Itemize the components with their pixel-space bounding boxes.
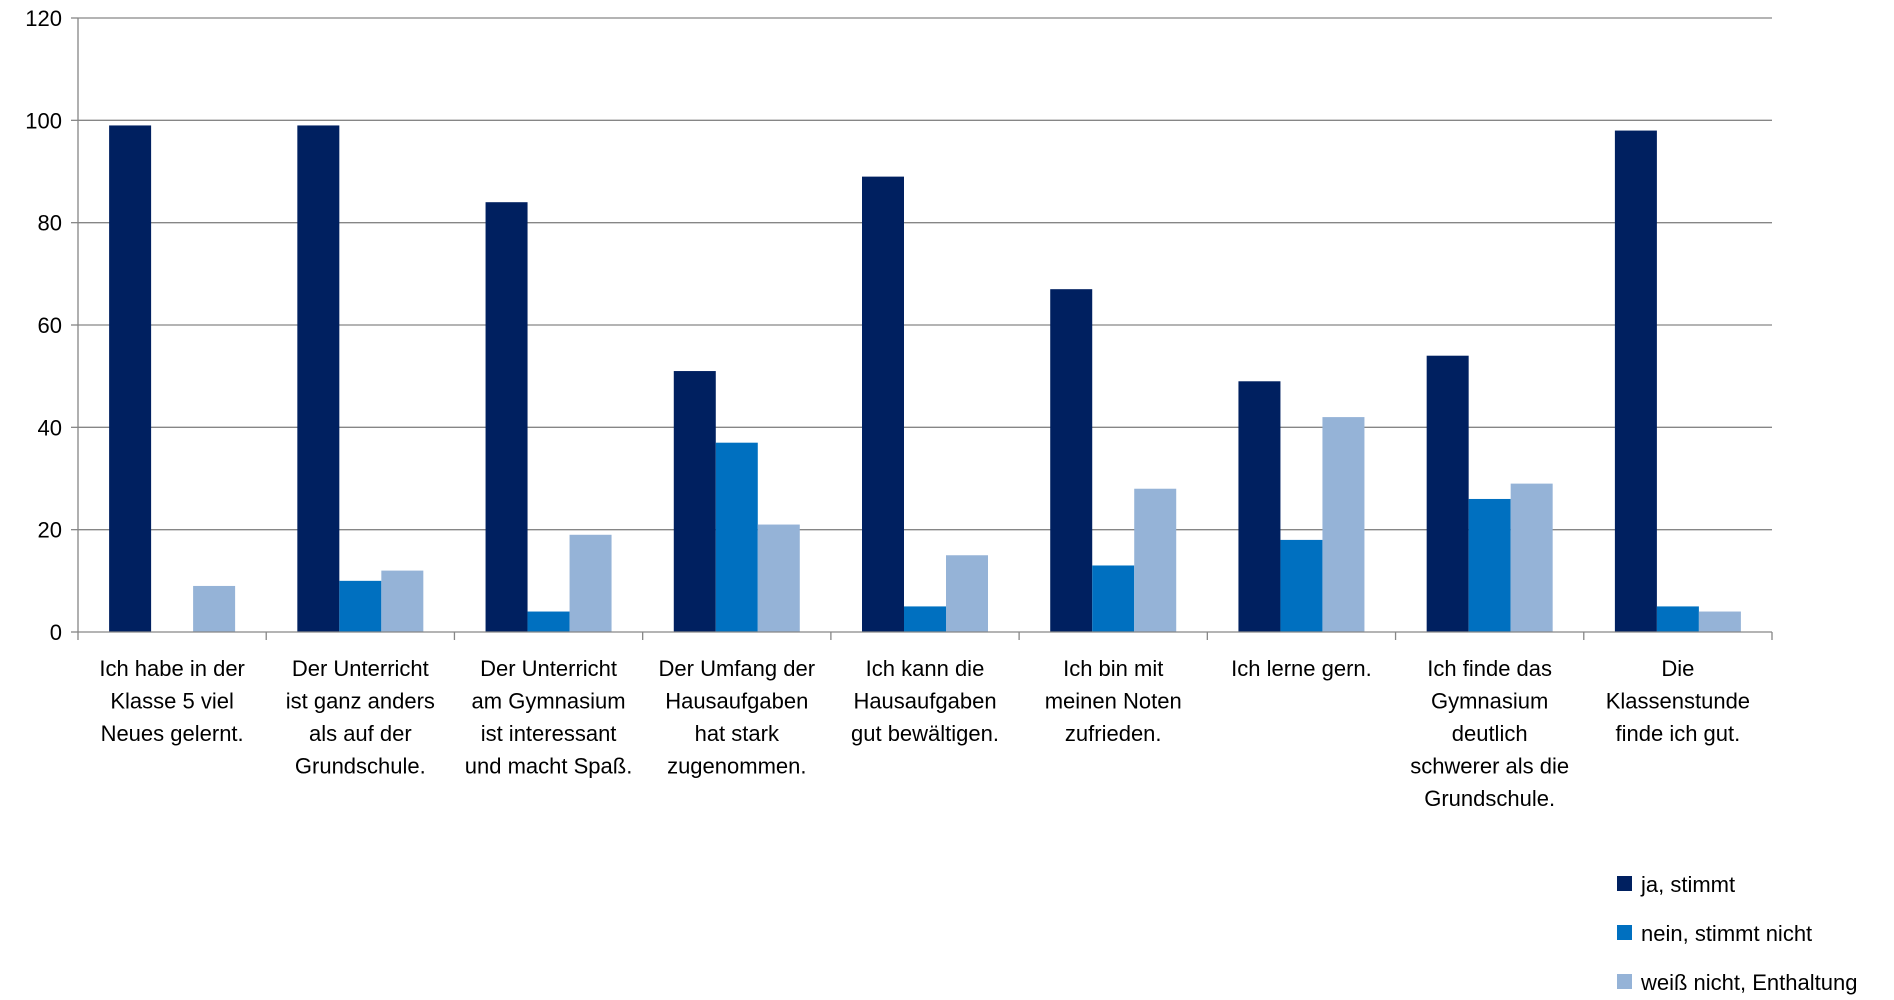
bar-nein-stimmt-nicht [1656,606,1699,632]
x-category-label-line: ist interessant [481,721,617,746]
bar-weiss-nicht-enthaltung [569,534,612,632]
x-category-label-line: Neues gelernt. [101,721,244,746]
x-category-label-line: Gymnasium [1431,689,1548,714]
legend-swatch [1617,974,1632,989]
y-tick-label: 80 [38,211,62,236]
bar-weiss-nicht-enthaltung [1322,417,1365,632]
bar-nein-stimmt-nicht [339,580,382,632]
x-category-label-line: Klassenstunde [1606,689,1750,714]
bar-ja-stimmt [1614,130,1657,633]
y-tick-label: 20 [38,518,62,543]
bar-ja-stimmt [1050,289,1093,632]
y-tick-label: 60 [38,313,62,338]
y-axis-tick-labels: 0 20 40 60 80 100 120 [25,6,62,645]
bar-weiss-nicht-enthaltung [757,524,800,632]
bar-weiss-nicht-enthaltung [1698,611,1741,632]
bars [109,125,1741,633]
x-category-label-line: als auf der [309,721,412,746]
x-category-label-line: Ich finde das [1427,656,1552,681]
axes [71,17,1773,640]
legend-label: ja, stimmt [1640,872,1735,897]
bar-weiss-nicht-enthaltung [946,555,988,632]
x-category-label-line: Grundschule. [295,754,426,779]
x-category-label: Die Klassenstunde finde ich gut. [1606,656,1750,746]
bar-ja-stimmt [1238,381,1281,632]
x-category-label-line: gut bewältigen. [851,721,999,746]
bar-weiss-nicht-enthaltung [1510,483,1553,632]
x-category-label-line: Der Unterricht [292,656,429,681]
bar-ja-stimmt [862,176,904,632]
x-category-label: Der Unterricht am Gymnasium ist interessan… [465,656,633,779]
x-category-label-line: meinen Noten [1045,689,1182,714]
legend-label: weiß nicht, Enthaltung [1640,970,1857,995]
bar-ja-stimmt [1426,355,1469,632]
x-category-label-line: Hausaufgaben [853,689,996,714]
x-category-label-line: Grundschule. [1424,786,1555,811]
x-category-label: Der Unterricht ist ganz anders als auf der… [286,656,435,779]
x-category-label-line: am Gymnasium [472,689,626,714]
bar-nein-stimmt-nicht [1468,498,1511,632]
legend-swatch [1617,876,1632,891]
x-category-label: Der Umfang der Hausaufgaben hat stark zugen… [659,656,816,779]
legend: ja, stimmt nein, stimmt nicht weiß nicht, … [1617,872,1857,995]
y-tick-label: 120 [25,6,62,31]
x-category-label-line: Klasse 5 viel [110,689,234,714]
x-category-label-line: Die [1661,656,1694,681]
bar-ja-stimmt [485,202,528,632]
x-category-label-line: Ich kann die [866,656,985,681]
x-category-label-line: zufrieden. [1065,721,1162,746]
x-category-label-line: Der Umfang der [659,656,816,681]
y-tick-label: 0 [50,620,62,645]
x-category-label-line: zugenommen. [667,754,806,779]
bar-nein-stimmt-nicht [715,442,758,632]
bar-ja-stimmt [109,125,152,632]
legend-label: nein, stimmt nicht [1641,921,1812,946]
x-category-label: Ich finde das Gymnasium deutlich schwerer a… [1410,656,1569,811]
x-category-label: Ich lerne gern. [1231,656,1372,681]
x-category-label-line: deutlich [1452,721,1528,746]
x-category-label-line: Ich habe in der [99,656,245,681]
y-tick-label: 40 [38,415,62,440]
x-category-label-line: Ich lerne gern. [1231,656,1372,681]
x-category-label-line: ist ganz anders [286,689,435,714]
x-category-label-line: Hausaufgaben [665,689,808,714]
bar-nein-stimmt-nicht [904,606,946,632]
bar-ja-stimmt [673,371,716,632]
bar-weiss-nicht-enthaltung [1134,488,1177,632]
x-category-label: Ich habe in der Klasse 5 viel Neues gelern… [99,656,245,746]
x-category-label-line: Der Unterricht [480,656,617,681]
x-category-label-line: finde ich gut. [1616,721,1741,746]
x-category-label-line: Ich bin mit [1063,656,1163,681]
bar-nein-stimmt-nicht [1280,539,1323,632]
bar-nein-stimmt-nicht [527,611,570,632]
x-category-label-line: hat stark [695,721,780,746]
y-tick-label: 100 [25,108,62,133]
legend-swatch [1617,925,1632,940]
x-category-label-line: und macht Spaß. [465,754,633,779]
x-category-label-line: schwerer als die [1410,754,1569,779]
x-category-label: Ich kann die Hausaufgaben gut bewältigen. [851,656,999,746]
bar-ja-stimmt [297,125,340,632]
x-axis-category-labels: Ich habe in der Klasse 5 viel Neues gelern… [99,656,1750,811]
bar-weiss-nicht-enthaltung [381,570,424,632]
bar-nein-stimmt-nicht [1092,565,1135,632]
bar-weiss-nicht-enthaltung [193,585,236,632]
x-category-label: Ich bin mit meinen Noten zufrieden. [1045,656,1182,746]
